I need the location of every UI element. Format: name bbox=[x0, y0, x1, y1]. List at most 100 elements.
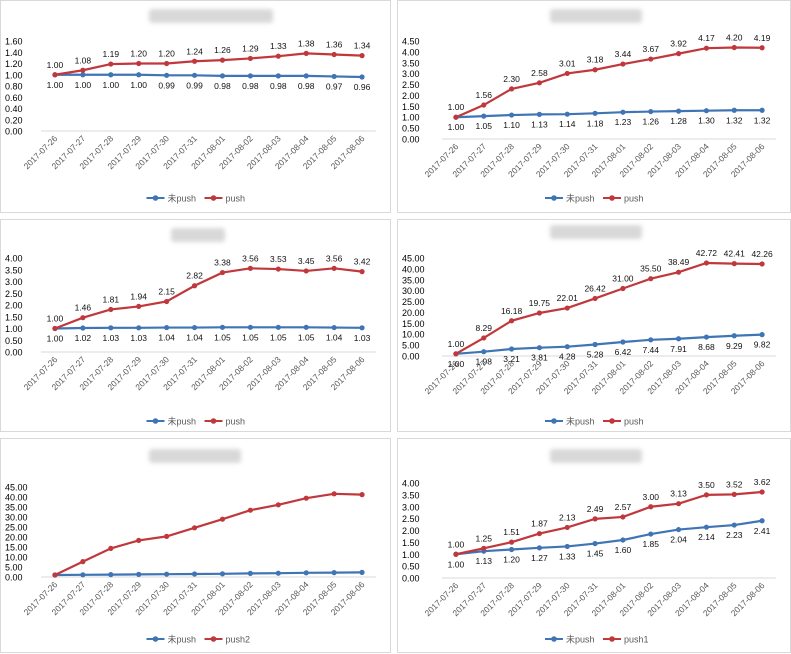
data-label: 0.97 bbox=[326, 81, 343, 91]
y-tick-label: 4.00 bbox=[402, 479, 420, 489]
data-label: 1.24 bbox=[186, 46, 203, 56]
legend-marker-blue bbox=[551, 418, 557, 424]
series-line-blue bbox=[455, 519, 763, 556]
legend-label: 未push bbox=[566, 193, 595, 204]
data-point-blue bbox=[648, 531, 654, 537]
data-label: 1.87 bbox=[531, 519, 548, 529]
y-tick-label: 0.00 bbox=[5, 127, 23, 137]
legend-marker-red bbox=[609, 636, 615, 642]
data-label: 1.33 bbox=[270, 41, 287, 51]
data-label: 1.05 bbox=[298, 332, 315, 342]
y-tick-label: 40.00 bbox=[402, 264, 425, 274]
data-point-blue bbox=[592, 110, 598, 116]
data-point-red bbox=[564, 70, 570, 77]
legend-label: push2 bbox=[226, 635, 251, 645]
data-label: 1.02 bbox=[75, 333, 92, 343]
data-point-red bbox=[481, 335, 487, 341]
data-label: 1.32 bbox=[726, 115, 743, 125]
data-point-red bbox=[759, 45, 765, 51]
legend-marker-blue bbox=[551, 636, 557, 642]
data-label: 3.56 bbox=[326, 253, 343, 263]
data-point-blue bbox=[675, 108, 682, 114]
data-label: 1.05 bbox=[475, 121, 492, 131]
y-tick-label: 3.50 bbox=[402, 58, 420, 68]
chart-panel-5: 0.00 5.00 10.00 15.00 20.00 25.00 30.00 35.00 40… bbox=[0, 438, 391, 653]
data-point-red bbox=[136, 537, 142, 543]
data-label: 1.29 bbox=[242, 43, 259, 53]
data-label: 1.05 bbox=[214, 332, 231, 342]
data-point-blue bbox=[675, 526, 682, 533]
data-point-red bbox=[359, 492, 365, 498]
data-label: 2.13 bbox=[559, 512, 576, 522]
y-tick-label: 3.50 bbox=[402, 490, 420, 500]
legend-label: push bbox=[624, 194, 644, 204]
data-point-blue bbox=[620, 109, 626, 115]
data-label: 3.18 bbox=[587, 55, 604, 65]
data-point-blue bbox=[481, 349, 487, 355]
data-label: 1.60 bbox=[615, 545, 632, 555]
chart-6-svg: 0.000.501.001.502.002.503.003.504.002017… bbox=[402, 477, 776, 645]
data-label: 9.29 bbox=[726, 341, 743, 351]
data-point-red bbox=[247, 55, 253, 62]
series-line-red bbox=[455, 46, 763, 119]
series-line-red bbox=[54, 267, 363, 330]
legend-marker-red bbox=[210, 636, 217, 642]
chart-panel-3: 0.00 0.50 1.00 1.50 2.00 2.50 3.00 3.50 4.00 2017… bbox=[0, 219, 391, 432]
data-label: 4.19 bbox=[754, 33, 771, 43]
data-point-blue bbox=[136, 571, 142, 577]
legend-marker-blue bbox=[152, 636, 159, 642]
data-point-red bbox=[620, 514, 626, 520]
y-tick-label: 0.40 bbox=[5, 104, 23, 114]
legend-label: push1 bbox=[624, 635, 649, 645]
legend-marker-red bbox=[210, 418, 217, 424]
data-label: 2.04 bbox=[670, 535, 687, 545]
data-label: 3.62 bbox=[754, 477, 771, 487]
data-point-red bbox=[52, 325, 58, 332]
data-point-blue bbox=[731, 107, 737, 113]
data-point-blue bbox=[564, 344, 570, 350]
data-label: 0.99 bbox=[186, 80, 203, 90]
chart-panel-1: 0.00 0.20 0.40 0.60 0.80 1.00 1.20 1.40 1.60 2017… bbox=[0, 0, 391, 213]
series-line-red bbox=[54, 52, 363, 76]
data-label: 2.30 bbox=[503, 74, 520, 84]
data-point-red bbox=[191, 283, 198, 289]
y-tick-label: 3.00 bbox=[402, 502, 420, 512]
data-label: 1.14 bbox=[559, 119, 576, 129]
data-label: 1.00 bbox=[448, 539, 465, 549]
data-point-blue bbox=[191, 72, 198, 78]
y-tick-label: 1.60 bbox=[5, 37, 23, 47]
data-point-blue bbox=[303, 324, 309, 330]
data-label: 1.98 bbox=[475, 357, 492, 367]
y-tick-label: 1.00 bbox=[402, 113, 420, 123]
legend-label: 未push bbox=[566, 416, 595, 427]
data-point-red bbox=[136, 303, 142, 310]
data-point-blue bbox=[675, 336, 682, 342]
data-label: 1.13 bbox=[475, 556, 492, 566]
data-label: 1.18 bbox=[587, 118, 604, 128]
data-label: 1.00 bbox=[448, 359, 465, 369]
data-label: 1.36 bbox=[326, 40, 343, 50]
y-tick-label: 4.00 bbox=[5, 254, 23, 264]
data-label: 1.30 bbox=[698, 116, 715, 126]
y-tick-label: 3.00 bbox=[5, 277, 23, 287]
y-tick-label: 25.00 bbox=[5, 523, 28, 533]
data-label: 1.51 bbox=[503, 527, 520, 537]
data-label: 42.26 bbox=[751, 249, 773, 259]
data-point-red bbox=[620, 285, 626, 292]
data-point-blue bbox=[247, 570, 253, 576]
data-label: 4.17 bbox=[698, 33, 715, 43]
data-label: 3.01 bbox=[559, 58, 576, 68]
y-tick-label: 4.50 bbox=[402, 37, 420, 47]
y-tick-label: 20.00 bbox=[5, 533, 28, 543]
y-tick-label: 0.80 bbox=[5, 82, 23, 92]
data-point-blue bbox=[536, 345, 543, 351]
data-point-blue bbox=[331, 324, 337, 331]
data-point-blue bbox=[648, 108, 654, 115]
data-point-blue bbox=[359, 74, 365, 80]
data-point-blue bbox=[275, 570, 281, 576]
data-label: 9.82 bbox=[754, 340, 771, 350]
y-tick-label: 1.20 bbox=[5, 59, 23, 69]
data-point-red bbox=[536, 80, 543, 86]
data-label: 1.00 bbox=[103, 80, 120, 90]
data-point-blue bbox=[108, 72, 114, 78]
